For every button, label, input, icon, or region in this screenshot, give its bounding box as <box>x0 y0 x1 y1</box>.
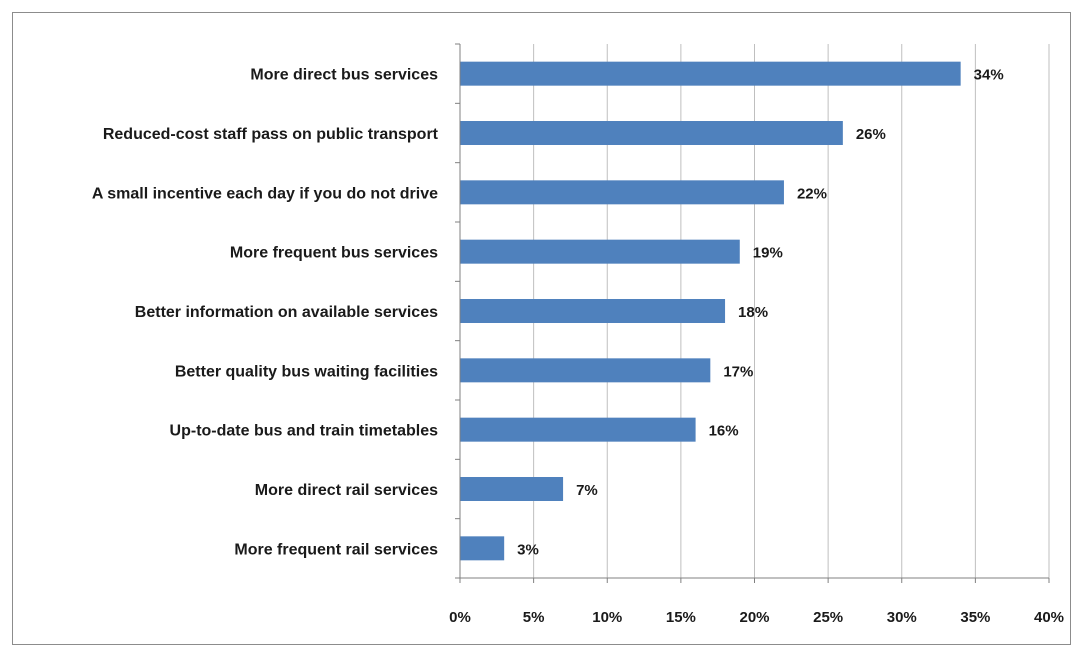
data-label: 7% <box>576 482 598 499</box>
x-tick-label: 0% <box>449 609 471 626</box>
category-label: Better quality bus waiting facilities <box>175 363 438 380</box>
x-tick-label: 30% <box>887 609 917 626</box>
x-tick-label: 5% <box>523 609 545 626</box>
x-tick-label: 35% <box>960 609 990 626</box>
category-label: A small incentive each day if you do not… <box>92 185 438 202</box>
category-label: Up-to-date bus and train timetables <box>170 423 439 440</box>
bars <box>460 61 961 561</box>
data-label: 19% <box>753 245 783 262</box>
bar <box>460 358 711 383</box>
category-label: Reduced-cost staff pass on public transp… <box>103 126 439 143</box>
data-label: 34% <box>974 67 1004 84</box>
data-label: 22% <box>797 185 827 202</box>
x-tick-label: 25% <box>813 609 843 626</box>
data-label: 17% <box>723 363 753 380</box>
bar <box>460 239 740 264</box>
bar <box>460 180 784 205</box>
bar <box>460 477 564 501</box>
category-label: More direct rail services <box>255 482 438 499</box>
bar <box>460 417 696 442</box>
data-label: 16% <box>709 423 739 440</box>
axes <box>455 43 1050 583</box>
bar <box>460 61 961 86</box>
category-label: More frequent bus services <box>230 245 438 262</box>
bar <box>460 299 726 323</box>
category-label: More frequent rail services <box>234 541 438 558</box>
category-label: More direct bus services <box>250 67 438 84</box>
x-tick-label: 10% <box>592 609 622 626</box>
x-tick-label: 20% <box>739 609 769 626</box>
data-label: 3% <box>517 541 539 558</box>
x-tick-label: 15% <box>666 609 696 626</box>
data-label: 18% <box>738 304 768 321</box>
data-label: 26% <box>856 126 886 143</box>
chart-frame <box>12 12 1071 645</box>
labels: 0% 5% 10% 15% 20% 25% 30% 35% 40% More direct bus… <box>92 67 1064 626</box>
bar <box>460 121 843 145</box>
x-tick-label: 40% <box>1034 609 1064 626</box>
category-label: Better information on available services <box>135 304 438 321</box>
bar <box>460 536 505 561</box>
